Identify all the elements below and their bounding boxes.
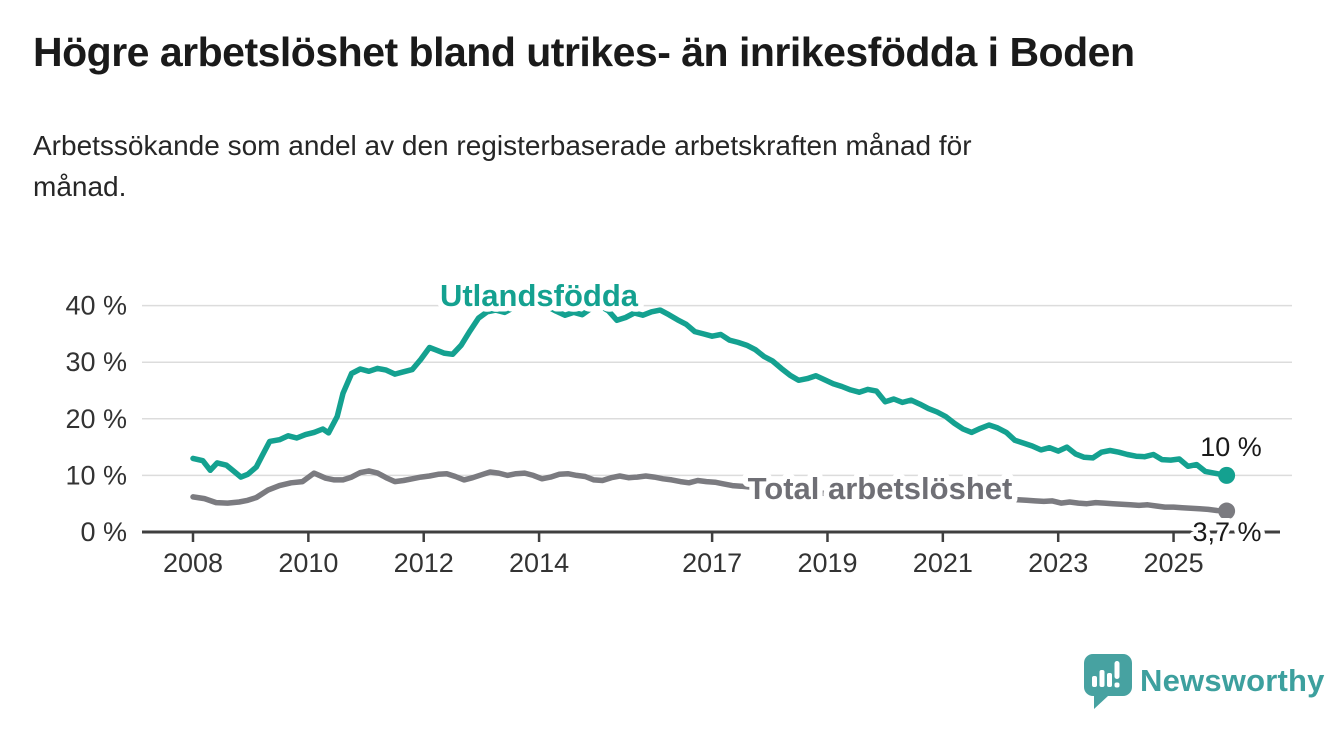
series-line-total-arbetsloshet <box>190 468 1230 514</box>
subtitle-line-2: månad. <box>33 170 127 202</box>
unemployment-line-chart: 0 % 10 % 20 % 30 % 40 % 2008 2010 2012 2014 2017 2… <box>65 273 1292 578</box>
newsworthy-wordmark: Newsworthy <box>1140 663 1325 698</box>
y-axis-tick-label: 10 % <box>65 460 127 490</box>
series-label-utlandsfodda: Utlandsfödda <box>440 278 639 313</box>
y-axis-tick-label: 40 % <box>65 291 127 321</box>
x-axis-tick-label: 2019 <box>797 548 857 578</box>
series-label-total-arbetsloshet: Total arbetslöshet <box>748 471 1013 506</box>
x-axis-tick-label: 2025 <box>1144 548 1204 578</box>
end-value-label-utlandsfodda: 10 % <box>1200 432 1262 462</box>
x-axis-tick-label: 2014 <box>509 548 569 578</box>
x-axis-tick-label: 2017 <box>682 548 742 578</box>
newsworthy-logo: Newsworthy <box>1083 653 1325 715</box>
x-axis-tick-label: 2023 <box>1028 548 1088 578</box>
page-subtitle: Arbetssökande som andel av den registerb… <box>33 126 1253 208</box>
x-axis-tick-label: 2010 <box>278 548 338 578</box>
end-dot-total-arbetsloshet <box>1218 502 1236 520</box>
x-axis-tick-label: 2012 <box>394 548 454 578</box>
y-axis-tick-label: 0 % <box>80 517 127 547</box>
end-value-label-total: 3,7 % <box>1192 517 1261 547</box>
newsworthy-chart-bubble-icon <box>1084 654 1132 709</box>
end-dot-utlandsfodda <box>1218 466 1236 484</box>
y-axis-tick-label: 30 % <box>65 347 127 377</box>
x-axis-tick-label: 2008 <box>163 548 223 578</box>
page-title: Högre arbetslöshet bland utrikes- än inr… <box>33 29 1135 75</box>
y-axis-tick-label: 20 % <box>65 404 127 434</box>
subtitle-line-1: Arbetssökande som andel av den registerb… <box>33 130 972 161</box>
x-axis-tick-label: 2021 <box>913 548 973 578</box>
series-line-utlandsfodda <box>190 300 1230 480</box>
